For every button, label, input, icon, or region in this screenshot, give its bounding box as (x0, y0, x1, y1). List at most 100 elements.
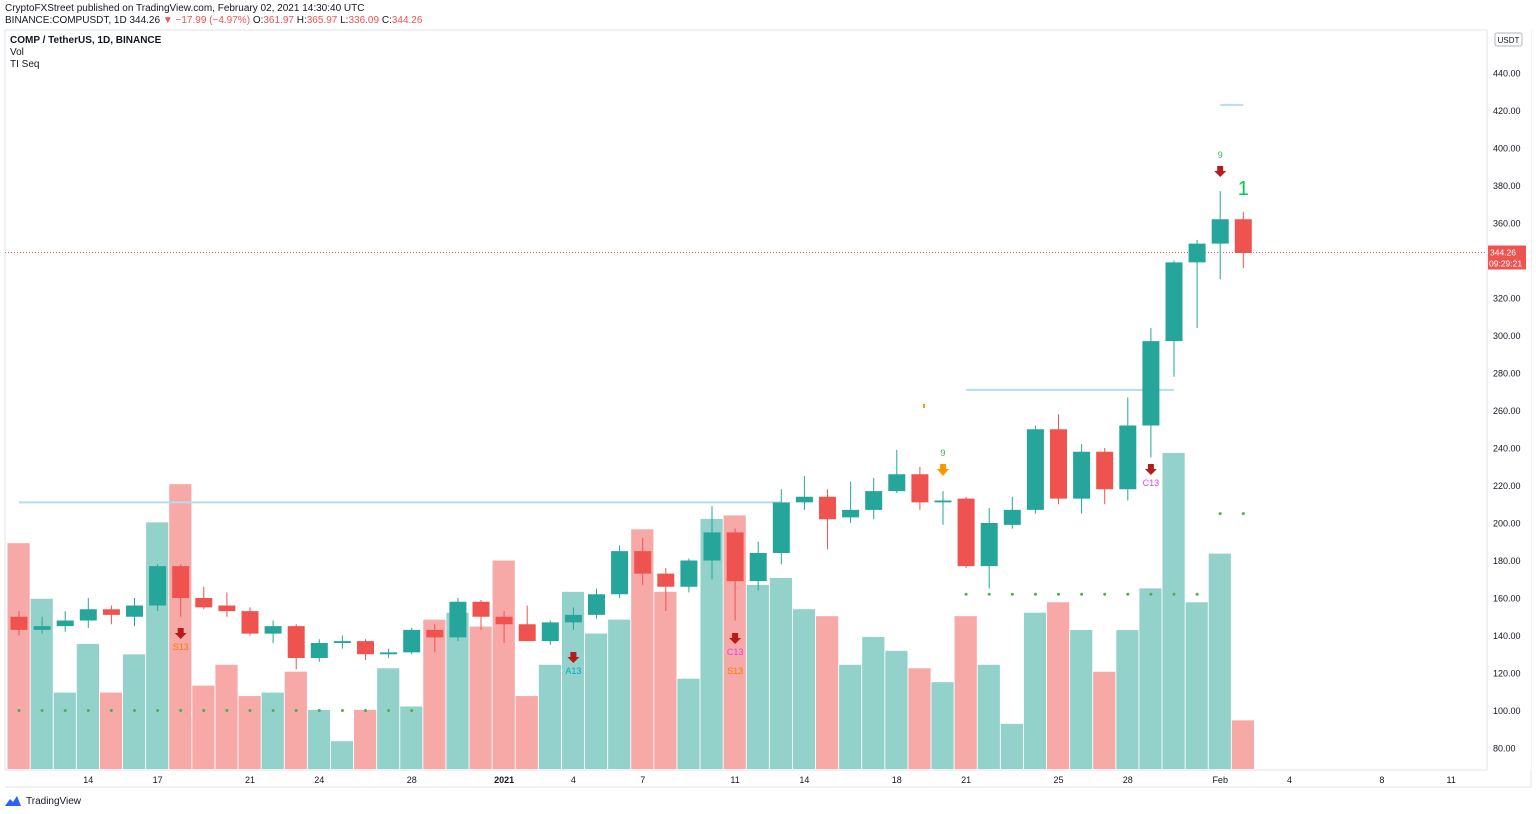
price-axis-bg (1488, 30, 1531, 770)
volume-dot (63, 709, 67, 712)
volume-dot (364, 709, 367, 712)
support-dot (1080, 592, 1084, 596)
volume-dot (17, 709, 21, 712)
time-tick-label: 25 (1053, 775, 1063, 785)
candle-body (934, 500, 952, 503)
volume-bar (99, 692, 123, 769)
volume-bar (76, 643, 99, 769)
support-dot (987, 592, 991, 596)
volume-bar (561, 591, 585, 769)
price-tick-label: 140.00 (1493, 631, 1521, 641)
volume-bar (608, 619, 631, 769)
time-tick-label: 28 (1123, 775, 1133, 785)
candle-body (287, 626, 305, 658)
sequential-count: 9 (1218, 150, 1223, 160)
candle-body (703, 532, 721, 561)
volume-bar (977, 664, 1000, 769)
candle-body (819, 496, 836, 520)
candle-body (126, 605, 143, 617)
support-dot (1195, 592, 1199, 596)
low-label: L: (340, 15, 349, 26)
chart-legend: COMP / TetherUS, 1D, BINANCE Vol TI Seq (10, 35, 161, 71)
candle-body (195, 598, 213, 608)
candle-body (749, 553, 767, 582)
volume-bar (423, 619, 446, 769)
candle-body (518, 624, 536, 642)
volume-bar (1116, 630, 1139, 769)
legend-indicator[interactable]: TI Seq (10, 59, 40, 70)
volume-dot (179, 709, 183, 712)
candle-body (10, 616, 28, 630)
support-dot (1033, 592, 1037, 596)
volume-dot (109, 709, 113, 712)
candle-body (357, 641, 374, 655)
current-price-label: 344.26 (1490, 248, 1516, 258)
candle-body (1073, 451, 1091, 499)
candle-body (1050, 429, 1067, 499)
volume-dot (40, 709, 44, 712)
volume-dot (387, 709, 391, 712)
time-tick-label: 14 (799, 775, 809, 785)
volume-bar (538, 664, 561, 769)
price-tick-label: 380.00 (1493, 181, 1521, 191)
volume-dot (248, 709, 252, 712)
open-label: O: (252, 15, 264, 26)
volume-bar (146, 522, 169, 769)
volume-dot (86, 709, 90, 712)
volume-dot (294, 709, 298, 712)
price-change: −17.99 (−4.97%) (175, 15, 251, 26)
candle-body (888, 474, 906, 492)
down-arrow-icon: ▼ (162, 15, 173, 26)
time-tick-label: 4 (571, 775, 576, 785)
sell-arrow-icon (567, 652, 580, 663)
candle-body (1234, 219, 1252, 253)
time-tick-label: 17 (153, 775, 163, 785)
candle-body (403, 629, 421, 653)
candle-body (218, 605, 236, 612)
price-tick-label: 400.00 (1493, 144, 1521, 154)
close-label: C: (381, 15, 392, 26)
candle-body (495, 616, 513, 625)
legend-vol[interactable]: Vol (10, 47, 24, 58)
candle-body (264, 626, 282, 634)
sell-arrow-icon (1214, 166, 1227, 177)
symbol-line: BINANCE:COMPUSDT, 1D (5, 15, 127, 26)
sequential-label: A13 (565, 666, 581, 676)
price-tick-label: 80.00 (1493, 744, 1516, 754)
price-tick-label: 220.00 (1493, 481, 1521, 491)
candle-body (980, 523, 998, 567)
sequential-label: S13 (727, 666, 743, 676)
published-text: CryptoFXStreet published on TradingView.… (5, 3, 365, 14)
volume-bar (1139, 588, 1162, 769)
volume-bar (769, 577, 792, 769)
sequential-label: C13 (727, 647, 744, 657)
candle-body (1165, 262, 1183, 342)
candle-body (680, 560, 698, 587)
support-dot (1103, 592, 1107, 596)
volume-bar (192, 685, 215, 769)
plot-frame (4, 29, 1488, 771)
price-tick-label: 320.00 (1493, 294, 1521, 304)
candle-body (1188, 243, 1206, 263)
candle-body (56, 620, 74, 627)
published-line: CryptoFXStreet published on TradingView.… (5, 3, 364, 14)
candle-body (333, 641, 351, 643)
volume-bar (1231, 720, 1254, 769)
time-tick-label: 8 (1379, 775, 1384, 785)
time-tick-label: 2021 (494, 775, 514, 785)
price-tick-label: 180.00 (1493, 556, 1521, 566)
volume-bar (307, 709, 330, 769)
low-value: 336.09 (348, 15, 380, 26)
volume-bar (746, 584, 769, 769)
candle-body (1096, 451, 1114, 490)
tradingview-footer[interactable]: TradingView (4, 795, 81, 807)
candle-body (172, 566, 190, 598)
volume-bar (1093, 671, 1116, 769)
time-tick-label: Feb (1212, 775, 1228, 785)
volume-dot (156, 709, 160, 712)
volume-bar (53, 692, 76, 769)
sell-arrow-icon (1144, 464, 1157, 475)
volume-bar (631, 529, 654, 769)
price-tick-label: 280.00 (1493, 369, 1521, 379)
